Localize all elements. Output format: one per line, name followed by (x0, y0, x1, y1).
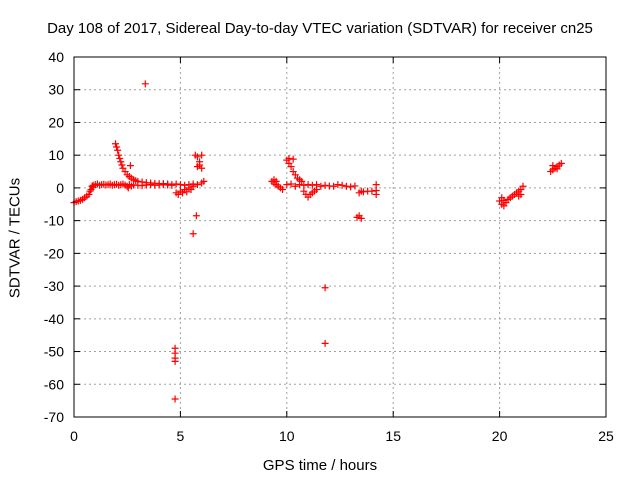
data-point (321, 339, 329, 347)
data-point (342, 182, 350, 190)
chart-title: Day 108 of 2017, Sidereal Day-to-day VTE… (47, 20, 593, 37)
x-tick-label: 25 (598, 428, 614, 444)
data-point (85, 190, 93, 198)
data-point (126, 162, 134, 170)
x-tick-label: 15 (385, 428, 401, 444)
data-layer (70, 80, 565, 403)
y-tick-label: -30 (44, 278, 64, 294)
data-point (279, 186, 287, 194)
data-point (515, 192, 523, 200)
y-tick-label: 20 (48, 114, 64, 130)
data-point (321, 181, 329, 189)
y-tick-label: -40 (44, 311, 64, 327)
data-point (372, 190, 380, 198)
data-point (313, 186, 321, 194)
data-point (321, 284, 329, 292)
data-point (553, 165, 561, 173)
data-point (115, 151, 123, 159)
data-point (193, 153, 201, 161)
data-point (171, 357, 179, 365)
x-tick-label: 10 (279, 428, 295, 444)
data-point (198, 164, 206, 172)
x-axis-label: GPS time / hours (262, 457, 378, 474)
data-point (200, 177, 208, 185)
data-point (171, 395, 179, 403)
data-point (176, 181, 184, 189)
data-point (147, 181, 155, 189)
data-point (519, 182, 527, 190)
x-tick-label: 5 (177, 428, 185, 444)
y-tick-label: -10 (44, 213, 64, 229)
y-tick-label: 30 (48, 82, 64, 98)
data-point (296, 181, 304, 189)
plot-area (74, 57, 606, 417)
plot-frame (73, 56, 607, 418)
data-point (351, 182, 359, 190)
data-point (308, 181, 316, 189)
y-tick-label: 0 (56, 180, 64, 196)
data-point (557, 159, 565, 167)
data-point (304, 181, 312, 189)
data-point (338, 181, 346, 189)
data-point (138, 182, 146, 190)
data-point (183, 188, 191, 196)
data-point (172, 180, 180, 188)
data-point (117, 158, 125, 166)
data-point (500, 196, 508, 204)
data-point (357, 214, 365, 222)
y-tick-label: -50 (44, 344, 64, 360)
data-point (141, 80, 149, 88)
data-point (372, 181, 380, 189)
data-point (300, 181, 308, 189)
data-point (272, 177, 280, 185)
data-point (285, 154, 293, 162)
data-point (111, 140, 119, 148)
data-point (118, 161, 126, 169)
y-axis-label: SDTVAR / TECUs (6, 177, 24, 299)
data-point (283, 181, 291, 189)
data-point (330, 182, 338, 190)
data-point (289, 155, 297, 163)
data-point (287, 163, 295, 171)
data-point (198, 151, 206, 159)
data-point (334, 181, 342, 189)
tick-layer: 0 5 10 15 20 25 -70 -60 -50 -40 -30 -20 -10 0 10 20 30 40 (44, 49, 614, 444)
data-point (189, 182, 197, 190)
x-tick-label: 0 (70, 428, 78, 444)
data-point (359, 188, 367, 196)
y-tick-label: -70 (44, 409, 64, 425)
data-point (114, 146, 122, 154)
data-point (189, 230, 197, 238)
data-point (192, 212, 200, 220)
data-point (549, 162, 557, 170)
data-point (287, 180, 295, 188)
x-tick-label: 20 (492, 428, 508, 444)
data-point (88, 182, 96, 190)
data-point (347, 183, 355, 191)
y-tick-label: -60 (44, 376, 64, 392)
data-point (113, 143, 121, 151)
data-point (168, 181, 176, 189)
grid-layer (74, 57, 606, 417)
data-point (317, 182, 325, 190)
y-tick-label: -20 (44, 245, 64, 261)
y-tick-label: 40 (48, 49, 64, 65)
data-point (116, 154, 124, 162)
data-point (291, 182, 299, 190)
data-point (86, 187, 94, 195)
data-point (193, 181, 201, 189)
y-tick-label: 10 (48, 147, 64, 163)
data-point (368, 187, 376, 195)
